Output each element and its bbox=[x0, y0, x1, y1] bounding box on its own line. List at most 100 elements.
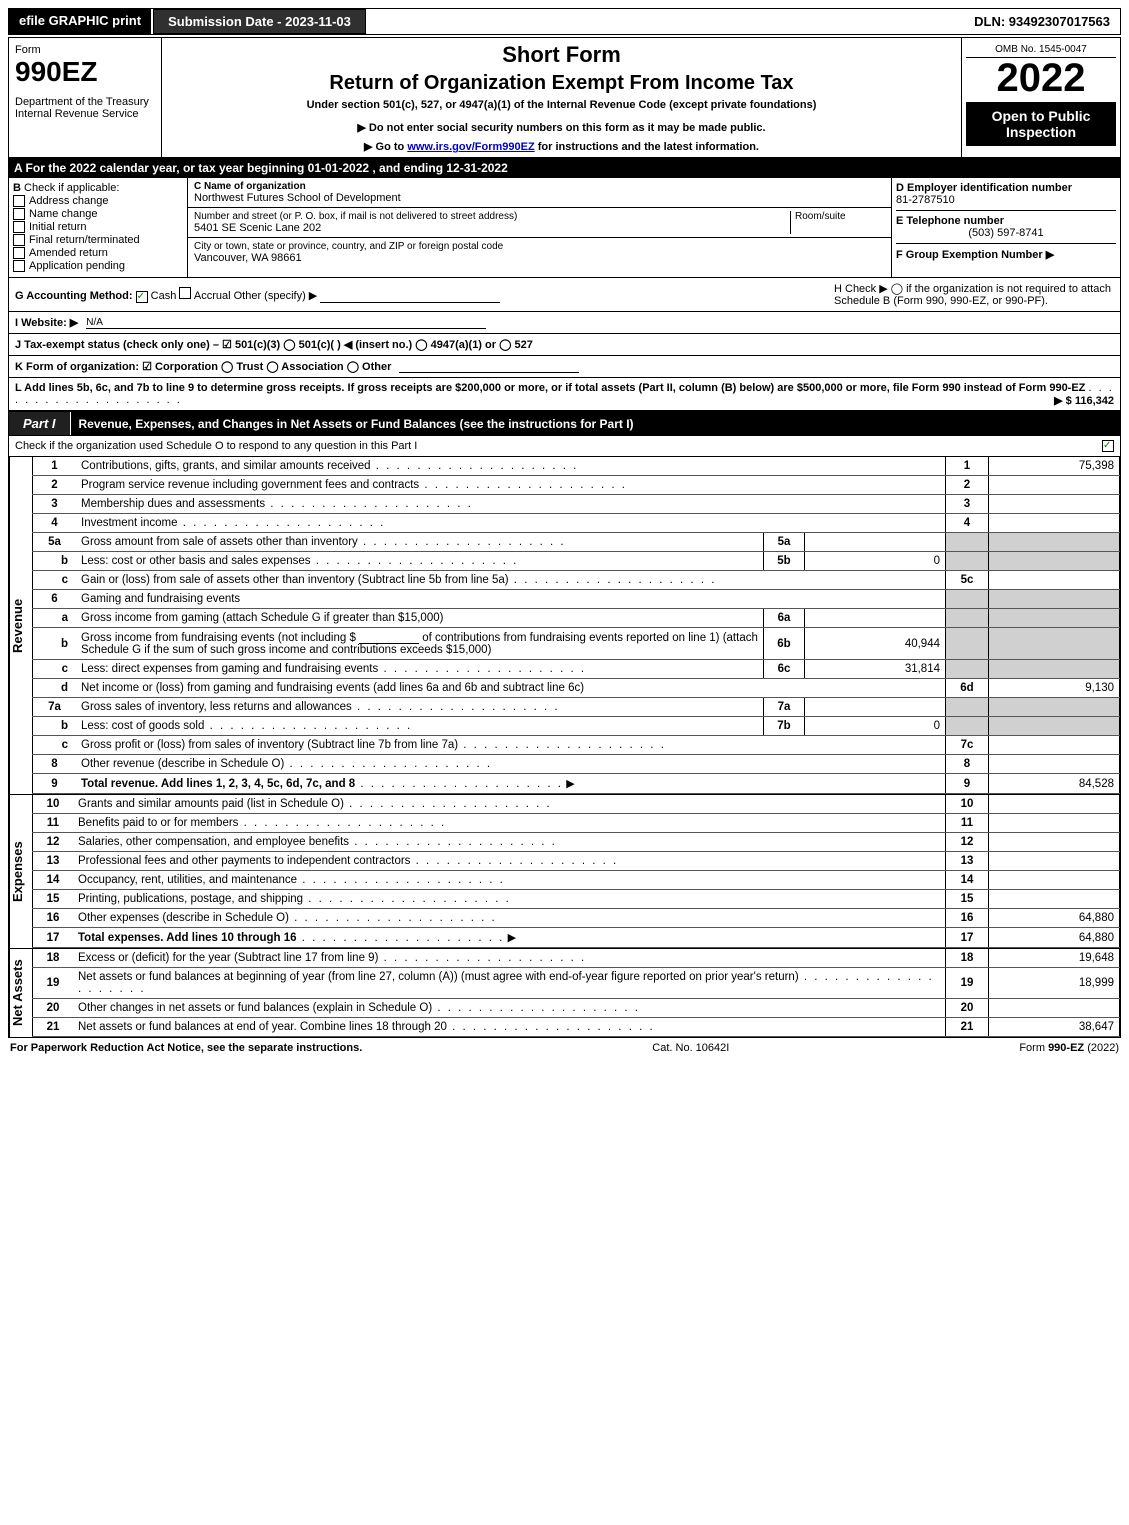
l18-num: 18 bbox=[33, 949, 74, 968]
l14-box: 14 bbox=[946, 871, 989, 890]
revenue-table: 1Contributions, gifts, grants, and simil… bbox=[32, 457, 1120, 794]
b-item-4: Amended return bbox=[29, 247, 108, 259]
tel-value: (503) 597-8741 bbox=[896, 227, 1116, 239]
l17-val: 64,880 bbox=[989, 928, 1120, 948]
net-assets-section: Net Assets 18Excess or (deficit) for the… bbox=[8, 949, 1121, 1038]
l7a-num: 7a bbox=[33, 698, 77, 717]
org-info-block: B Check if applicable: Address change Na… bbox=[8, 178, 1121, 278]
line-14: 14Occupancy, rent, utilities, and mainte… bbox=[33, 871, 1120, 890]
cb-application-pending[interactable] bbox=[13, 260, 25, 272]
l17-text: Total expenses. Add lines 10 through 16 bbox=[78, 932, 297, 944]
line-6d: dNet income or (loss) from gaming and fu… bbox=[33, 679, 1120, 698]
tel-label-text: E Telephone number bbox=[896, 215, 1004, 227]
row-g: G Accounting Method: Cash Accrual Other … bbox=[15, 287, 500, 303]
l5b-sv: 0 bbox=[805, 552, 946, 571]
irs-link[interactable]: www.irs.gov/Form990EZ bbox=[407, 141, 534, 153]
l6b-sb: 6b bbox=[764, 628, 805, 660]
l5a-greyv bbox=[989, 533, 1120, 552]
l5c-val bbox=[989, 571, 1120, 590]
g-other-blank[interactable] bbox=[320, 290, 500, 303]
row-l: L Add lines 5b, 6c, and 7b to line 9 to … bbox=[8, 378, 1121, 411]
l5a-sv bbox=[805, 533, 946, 552]
l13-num: 13 bbox=[33, 852, 74, 871]
l19-box: 19 bbox=[946, 968, 989, 999]
section-b: B Check if applicable: Address change Na… bbox=[9, 178, 188, 277]
cb-amended-return[interactable] bbox=[13, 247, 25, 259]
l16-box: 16 bbox=[946, 909, 989, 928]
cb-cash[interactable] bbox=[136, 291, 148, 303]
l7b-num: b bbox=[33, 717, 77, 736]
l5b-num: b bbox=[33, 552, 77, 571]
efile-button[interactable]: efile GRAPHIC print bbox=[9, 9, 153, 34]
footer-left: For Paperwork Reduction Act Notice, see … bbox=[10, 1042, 362, 1054]
d-ein-label: D Employer identification number 81-2787… bbox=[896, 182, 1116, 211]
note-link-line: ▶ Go to www.irs.gov/Form990EZ for instru… bbox=[166, 140, 957, 153]
l6-text: Gaming and fundraising events bbox=[76, 590, 946, 609]
ein-value: 81-2787510 bbox=[896, 194, 955, 206]
section-c-d: C Name of organization Northwest Futures… bbox=[188, 178, 1120, 277]
l18-text: Excess or (deficit) for the year (Subtra… bbox=[78, 952, 378, 964]
l6b-greyv bbox=[989, 628, 1120, 660]
l17-box: 17 bbox=[946, 928, 989, 948]
website-value: N/A bbox=[86, 317, 486, 329]
l7a-text: Gross sales of inventory, less returns a… bbox=[81, 701, 352, 713]
submission-date-button[interactable]: Submission Date - 2023-11-03 bbox=[153, 9, 366, 34]
cb-address-change[interactable] bbox=[13, 195, 25, 207]
line-6: 6Gaming and fundraising events bbox=[33, 590, 1120, 609]
c-addr-label: Number and street (or P. O. box, if mail… bbox=[194, 211, 790, 222]
l19-val: 18,999 bbox=[989, 968, 1120, 999]
expenses-section: Expenses 10Grants and similar amounts pa… bbox=[8, 795, 1121, 949]
l21-box: 21 bbox=[946, 1018, 989, 1037]
cb-initial-return[interactable] bbox=[13, 221, 25, 233]
g-label: G Accounting Method: bbox=[15, 290, 133, 302]
l6b-blank[interactable] bbox=[359, 631, 419, 644]
form-label: Form bbox=[15, 44, 155, 56]
l19-text: Net assets or fund balances at beginning… bbox=[78, 971, 799, 983]
tax-year: 2022 bbox=[966, 58, 1116, 98]
l6c-num: c bbox=[33, 660, 77, 679]
l5b-sb: 5b bbox=[764, 552, 805, 571]
open-public-badge: Open to Public Inspection bbox=[966, 102, 1116, 146]
l6-greyv bbox=[989, 590, 1120, 609]
line-1: 1Contributions, gifts, grants, and simil… bbox=[33, 457, 1120, 476]
l16-text: Other expenses (describe in Schedule O) bbox=[78, 912, 289, 924]
dept-label: Department of the Treasury bbox=[15, 96, 155, 108]
line-4: 4Investment income4 bbox=[33, 514, 1120, 533]
footer-right: Form 990-EZ (2022) bbox=[1019, 1042, 1119, 1054]
ein-label-text: D Employer identification number bbox=[896, 182, 1072, 194]
l6a-greyv bbox=[989, 609, 1120, 628]
b-item-3: Final return/terminated bbox=[29, 234, 140, 246]
l7a-greyv bbox=[989, 698, 1120, 717]
row-a-tax-year: A For the 2022 calendar year, or tax yea… bbox=[8, 158, 1121, 178]
side-label-revenue: Revenue bbox=[9, 457, 32, 794]
g-accrual: Accrual bbox=[194, 290, 231, 302]
revenue-section: Revenue 1Contributions, gifts, grants, a… bbox=[8, 457, 1121, 795]
l6d-num: d bbox=[33, 679, 77, 698]
cb-final-return[interactable] bbox=[13, 234, 25, 246]
l1-num: 1 bbox=[33, 457, 77, 476]
l6b-sv: 40,944 bbox=[805, 628, 946, 660]
l11-val bbox=[989, 814, 1120, 833]
cb-schedule-o[interactable] bbox=[1102, 440, 1114, 452]
cb-name-change[interactable] bbox=[13, 208, 25, 220]
note-ssn: ▶ Do not enter social security numbers o… bbox=[166, 121, 957, 134]
l21-num: 21 bbox=[33, 1018, 74, 1037]
l9-arrow: ▶ bbox=[566, 778, 574, 790]
l7b-grey bbox=[946, 717, 989, 736]
cb-accrual[interactable] bbox=[179, 287, 191, 299]
top-bar: efile GRAPHIC print Submission Date - 20… bbox=[8, 8, 1121, 35]
l8-num: 8 bbox=[33, 755, 77, 774]
l9-num: 9 bbox=[33, 774, 77, 794]
l14-val bbox=[989, 871, 1120, 890]
k-other-blank[interactable] bbox=[399, 360, 579, 373]
l17-num: 17 bbox=[33, 928, 74, 948]
l5a-num: 5a bbox=[33, 533, 77, 552]
l6c-greyv bbox=[989, 660, 1120, 679]
b-item-5: Application pending bbox=[29, 260, 125, 272]
l10-val bbox=[989, 795, 1120, 814]
line-19: 19 Net assets or fund balances at beginni… bbox=[33, 968, 1120, 999]
l6a-sb: 6a bbox=[764, 609, 805, 628]
l17-arrow: ▶ bbox=[508, 932, 516, 944]
l18-val: 19,648 bbox=[989, 949, 1120, 968]
footer-center: Cat. No. 10642I bbox=[652, 1042, 729, 1054]
